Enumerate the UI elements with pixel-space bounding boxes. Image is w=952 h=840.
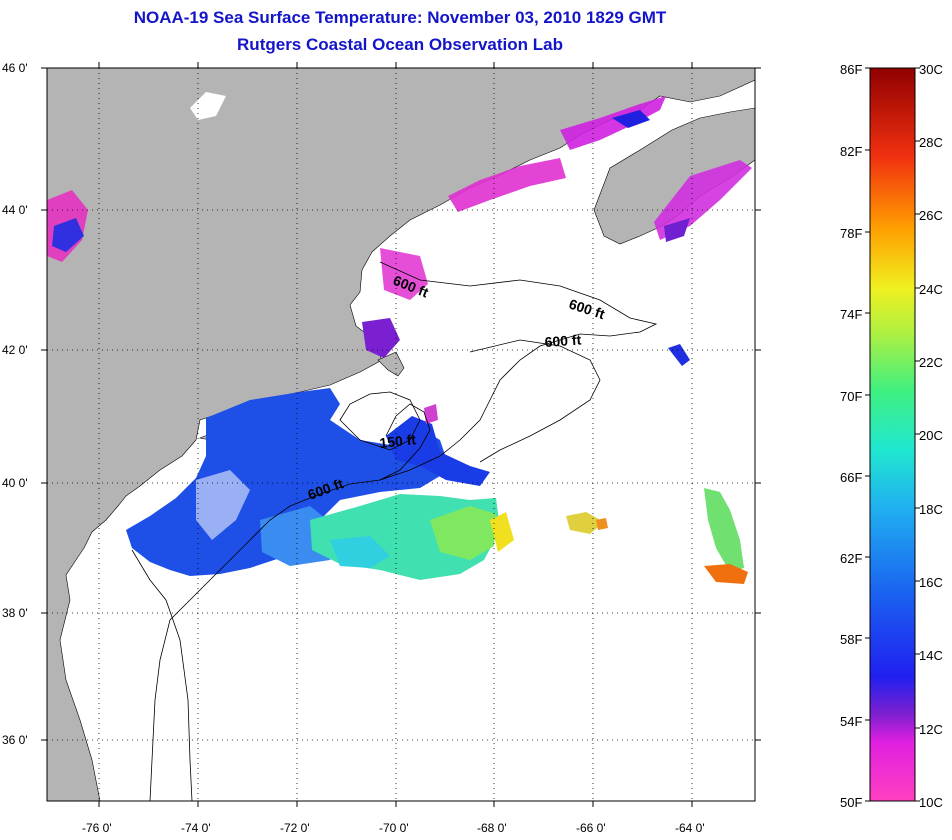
sst-patch-yellow xyxy=(490,512,514,552)
fahrenheit-label: 82F xyxy=(840,144,862,159)
color-scale: 86F 82F 78F 74F 70F 66F 62F 58F 54F 50F … xyxy=(840,62,943,810)
contour-georges-line xyxy=(469,339,601,463)
fahrenheit-label: 54F xyxy=(840,714,862,729)
fahrenheit-label: 58F xyxy=(840,632,862,647)
lat-label: 38 0' xyxy=(2,606,28,620)
sst-patch-bay-of-fundy xyxy=(560,96,666,150)
land-cape-cod xyxy=(377,351,405,377)
fahrenheit-label: 66F xyxy=(840,470,862,485)
sst-patch-gulf-maine-west xyxy=(380,248,428,300)
sst-patch-shelf-speckle xyxy=(196,470,250,540)
lon-label: -76 0' xyxy=(82,821,112,835)
lat-label: 44 0' xyxy=(2,203,28,217)
sst-patch-ns-shelf xyxy=(654,160,752,240)
sst-patch-far-green xyxy=(704,488,744,572)
lon-label: -64 0' xyxy=(675,821,705,835)
latitude-labels: 46 0' 44 0' 42 0' 40 0' 38 0' 36 0' xyxy=(2,61,28,747)
fahrenheit-label: 78F xyxy=(840,226,862,241)
sst-patch-far-orange xyxy=(704,564,748,584)
contour-label: 600 ft xyxy=(544,331,582,350)
fahrenheit-label: 50F xyxy=(840,795,862,810)
contour-600ft-line xyxy=(149,261,658,801)
celsius-label: 22C xyxy=(919,355,943,370)
lat-label: 46 0' xyxy=(2,61,28,75)
celsius-label: 26C xyxy=(919,208,943,223)
lon-label: -68 0' xyxy=(477,821,507,835)
fahrenheit-label: 62F xyxy=(840,551,862,566)
color-scale-bar xyxy=(869,67,916,802)
map-title: NOAA-19 Sea Surface Temperature: Novembe… xyxy=(133,8,667,27)
sst-patch-blue-fundy xyxy=(612,110,650,128)
celsius-label: 10C xyxy=(919,795,943,810)
sst-patch-green xyxy=(430,506,496,560)
sst-patch-orange xyxy=(596,518,608,530)
sst-patch-purple-ns xyxy=(664,218,690,242)
fahrenheit-label: 74F xyxy=(840,307,862,322)
lake-patch xyxy=(190,92,226,120)
lat-label: 40 0' xyxy=(2,476,28,490)
sst-patch-ontario-blue xyxy=(52,218,84,252)
celsius-label: 28C xyxy=(919,135,943,150)
celsius-label: 16C xyxy=(919,575,943,590)
lon-label: -66 0' xyxy=(576,821,606,835)
lon-label: -74 0' xyxy=(181,821,211,835)
contour-label: 150 ft xyxy=(379,431,417,451)
celsius-label: 24C xyxy=(919,282,943,297)
contour-150ft-line xyxy=(379,403,431,481)
fahrenheit-label: 86F xyxy=(840,62,862,77)
contour-inner-shelf xyxy=(339,391,421,451)
sst-patch-georges-magenta xyxy=(424,404,438,424)
sst-patch-georges-blue xyxy=(386,416,490,486)
map-frame xyxy=(46,67,756,802)
lat-label: 42 0' xyxy=(2,343,28,357)
sst-patch-east-blue xyxy=(668,344,690,366)
bathymetry-contours xyxy=(131,261,658,801)
map-subtitle: Rutgers Coastal Ocean Observation Lab xyxy=(237,35,563,54)
sst-patch-massbay xyxy=(362,318,400,358)
sst-patch-yellow-east xyxy=(566,512,604,534)
lat-label: 36 0' xyxy=(2,733,28,747)
celsius-label: 14C xyxy=(919,648,943,663)
axis-ticks xyxy=(41,62,761,807)
celsius-label: 30C xyxy=(919,62,943,77)
celsius-label: 12C xyxy=(919,722,943,737)
sst-patch-cyan xyxy=(330,536,390,568)
longitude-labels: -76 0' -74 0' -72 0' -70 0' -68 0' -66 0… xyxy=(82,821,705,835)
lon-label: -72 0' xyxy=(280,821,310,835)
contour-nearshore xyxy=(131,549,193,801)
grid-lines xyxy=(47,68,755,801)
fahrenheit-label: 70F xyxy=(840,389,862,404)
map-content xyxy=(47,68,755,801)
lon-label: -70 0' xyxy=(379,821,409,835)
celsius-label: 18C xyxy=(919,502,943,517)
sst-patch-maine-coast xyxy=(448,158,566,212)
celsius-label: 20C xyxy=(919,428,943,443)
